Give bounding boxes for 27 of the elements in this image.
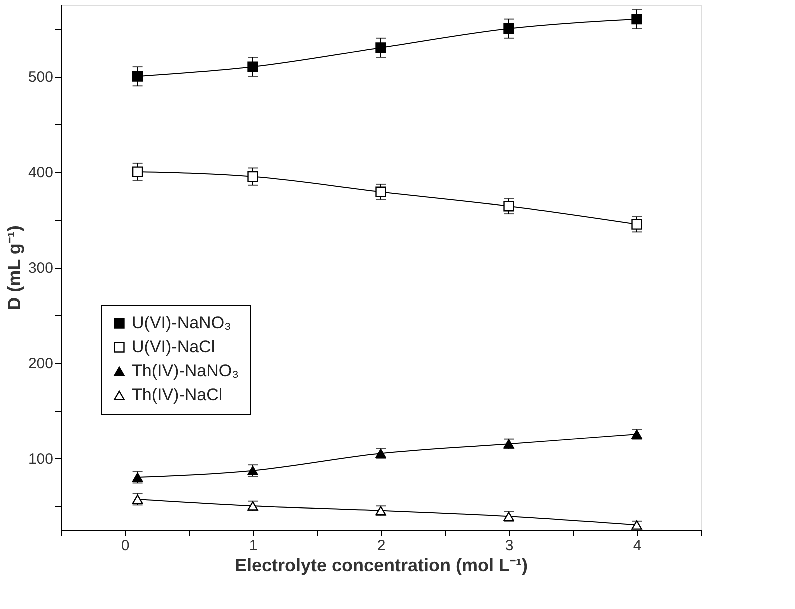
y-tick-label: 200 (28, 355, 54, 372)
x-tick-label: 2 (377, 538, 386, 554)
point (376, 186, 386, 198)
point (632, 14, 642, 25)
point (132, 71, 144, 82)
point (632, 219, 642, 230)
point (248, 62, 258, 72)
y-tick-label: 400 (28, 164, 54, 182)
y-tick-label: 100 (28, 450, 54, 468)
y-tick-label: 500 (28, 69, 54, 86)
x-tick-label: 1 (249, 538, 258, 554)
point (632, 520, 642, 530)
x-tick-label: 0 (121, 538, 130, 554)
x-tick-label: 3 (505, 538, 514, 554)
legend-label: U(VI)-NaCl (132, 338, 216, 356)
point (504, 201, 514, 212)
point (248, 171, 258, 182)
y-axis-title: D (mL g⁻¹) (4, 226, 24, 310)
x-axis-title: Electrolyte concentration (mol L⁻¹) (234, 556, 528, 576)
legend-label: Th(IV)-NaNO₃ (132, 362, 240, 380)
point (132, 166, 144, 178)
point (504, 24, 514, 34)
legend-label: U(VI)-NaNO₃ (132, 314, 232, 332)
point (376, 42, 386, 54)
legend-label: Th(IV)-NaCl (132, 386, 223, 404)
x-tick-label: 4 (633, 538, 642, 554)
y-tick-label: 300 (28, 260, 54, 277)
